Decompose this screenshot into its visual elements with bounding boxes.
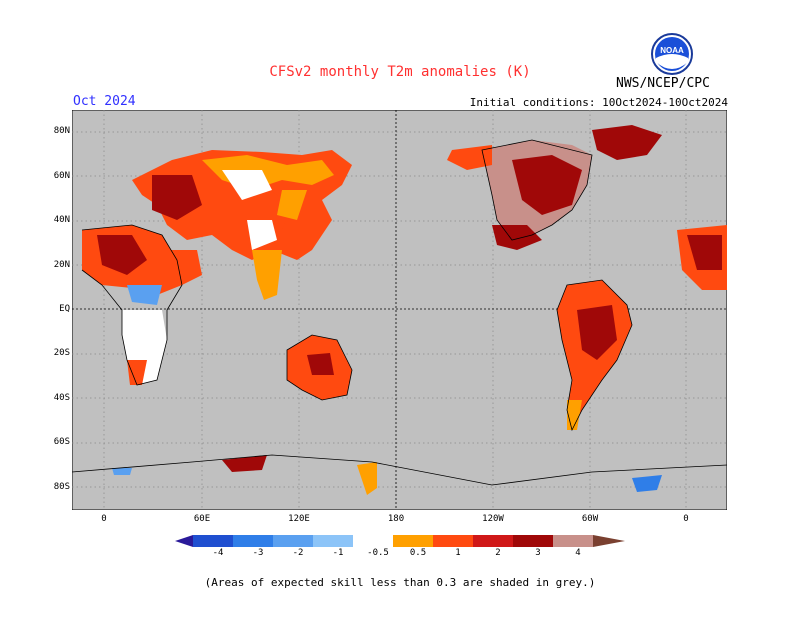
colorbar-label: -3 xyxy=(252,548,264,558)
colorbar xyxy=(175,535,625,547)
map-title: CFSv2 monthly T2m anomalies (K) xyxy=(269,64,531,80)
lat-label: 60S xyxy=(53,437,70,447)
colorbar-label: 4 xyxy=(575,548,581,558)
lat-label: 20N xyxy=(53,260,70,270)
antarctica-anomalies xyxy=(112,455,662,495)
lon-label: 60W xyxy=(581,514,599,524)
lat-label: EQ xyxy=(59,304,70,314)
initial-conditions: Initial conditions: 10Oct2024-10Oct2024 xyxy=(469,96,728,109)
colorbar-label: -2 xyxy=(292,548,304,558)
lat-label: 60N xyxy=(53,171,70,181)
lon-label: 0 xyxy=(683,514,689,524)
africa-anomalies xyxy=(82,225,202,385)
colorbar-label: -0.5 xyxy=(367,548,389,558)
noaa-logo: NOAA xyxy=(651,33,693,75)
north-america-anomalies xyxy=(447,125,662,250)
australia-anomalies xyxy=(287,335,352,400)
south-america-anomalies xyxy=(557,280,632,430)
india-anomaly xyxy=(252,250,282,300)
lon-label: 120W xyxy=(482,514,504,524)
coastlines xyxy=(72,139,727,486)
colorbar-label: 0.5 xyxy=(409,548,427,558)
lat-label: 20S xyxy=(53,348,70,358)
colorbar-label: -1 xyxy=(332,548,344,558)
eurasia-anomalies xyxy=(132,150,352,260)
lat-label: 40S xyxy=(53,393,70,403)
lon-label: 180 xyxy=(387,514,405,524)
lon-label: 120E xyxy=(288,514,310,524)
lon-label: 60E xyxy=(193,514,211,524)
africa-repeat-core xyxy=(687,235,722,270)
colorbar-label: -4 xyxy=(212,548,224,558)
skill-footnote: (Areas of expected skill less than 0.3 a… xyxy=(204,576,596,589)
target-month: Oct 2024 xyxy=(73,94,136,109)
lat-label: 80N xyxy=(53,126,70,136)
svg-text:NOAA: NOAA xyxy=(660,46,684,55)
anomaly-map xyxy=(72,110,727,510)
colorbar-label: 3 xyxy=(535,548,541,558)
colorbar-label: 2 xyxy=(495,548,501,558)
lat-label: 40N xyxy=(53,215,70,225)
colorbar-label: 1 xyxy=(455,548,461,558)
lat-label: 80S xyxy=(53,482,70,492)
lon-label: 0 xyxy=(101,514,107,524)
agency-label: NWS/NCEP/CPC xyxy=(616,76,710,91)
